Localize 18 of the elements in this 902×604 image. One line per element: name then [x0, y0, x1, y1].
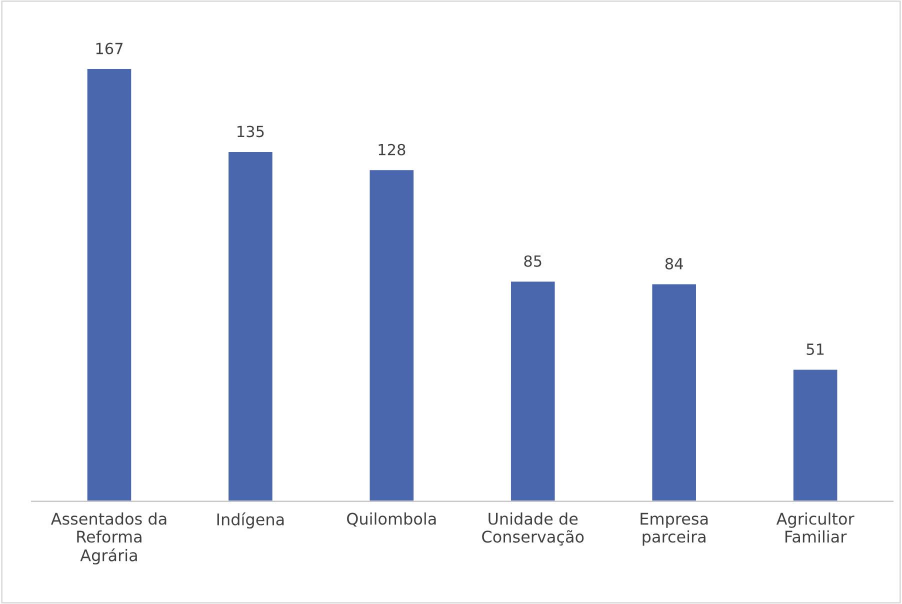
- data-label: 51: [806, 344, 824, 356]
- bar: [368, 168, 415, 502]
- x-tick-label: Agricultor Familiar: [776, 512, 854, 543]
- x-tick-label: Assentados da Reforma Agrária: [50, 512, 166, 564]
- data-label: 85: [524, 255, 542, 267]
- bar: [86, 68, 133, 502]
- bar: [650, 282, 698, 502]
- data-label: 84: [665, 258, 683, 270]
- bar: [510, 280, 556, 502]
- bar: [792, 368, 839, 502]
- x-tick-label: Unidade de Conservação: [482, 512, 584, 546]
- data-label: 135: [238, 126, 264, 138]
- x-tick-label: Quilombola: [347, 512, 436, 527]
- x-tick-label: Empresa parceira: [640, 512, 708, 546]
- data-label: 167: [96, 42, 123, 54]
- data-label: 128: [378, 144, 406, 156]
- x-tick-label: Indígena: [217, 512, 284, 529]
- bar: [227, 150, 274, 502]
